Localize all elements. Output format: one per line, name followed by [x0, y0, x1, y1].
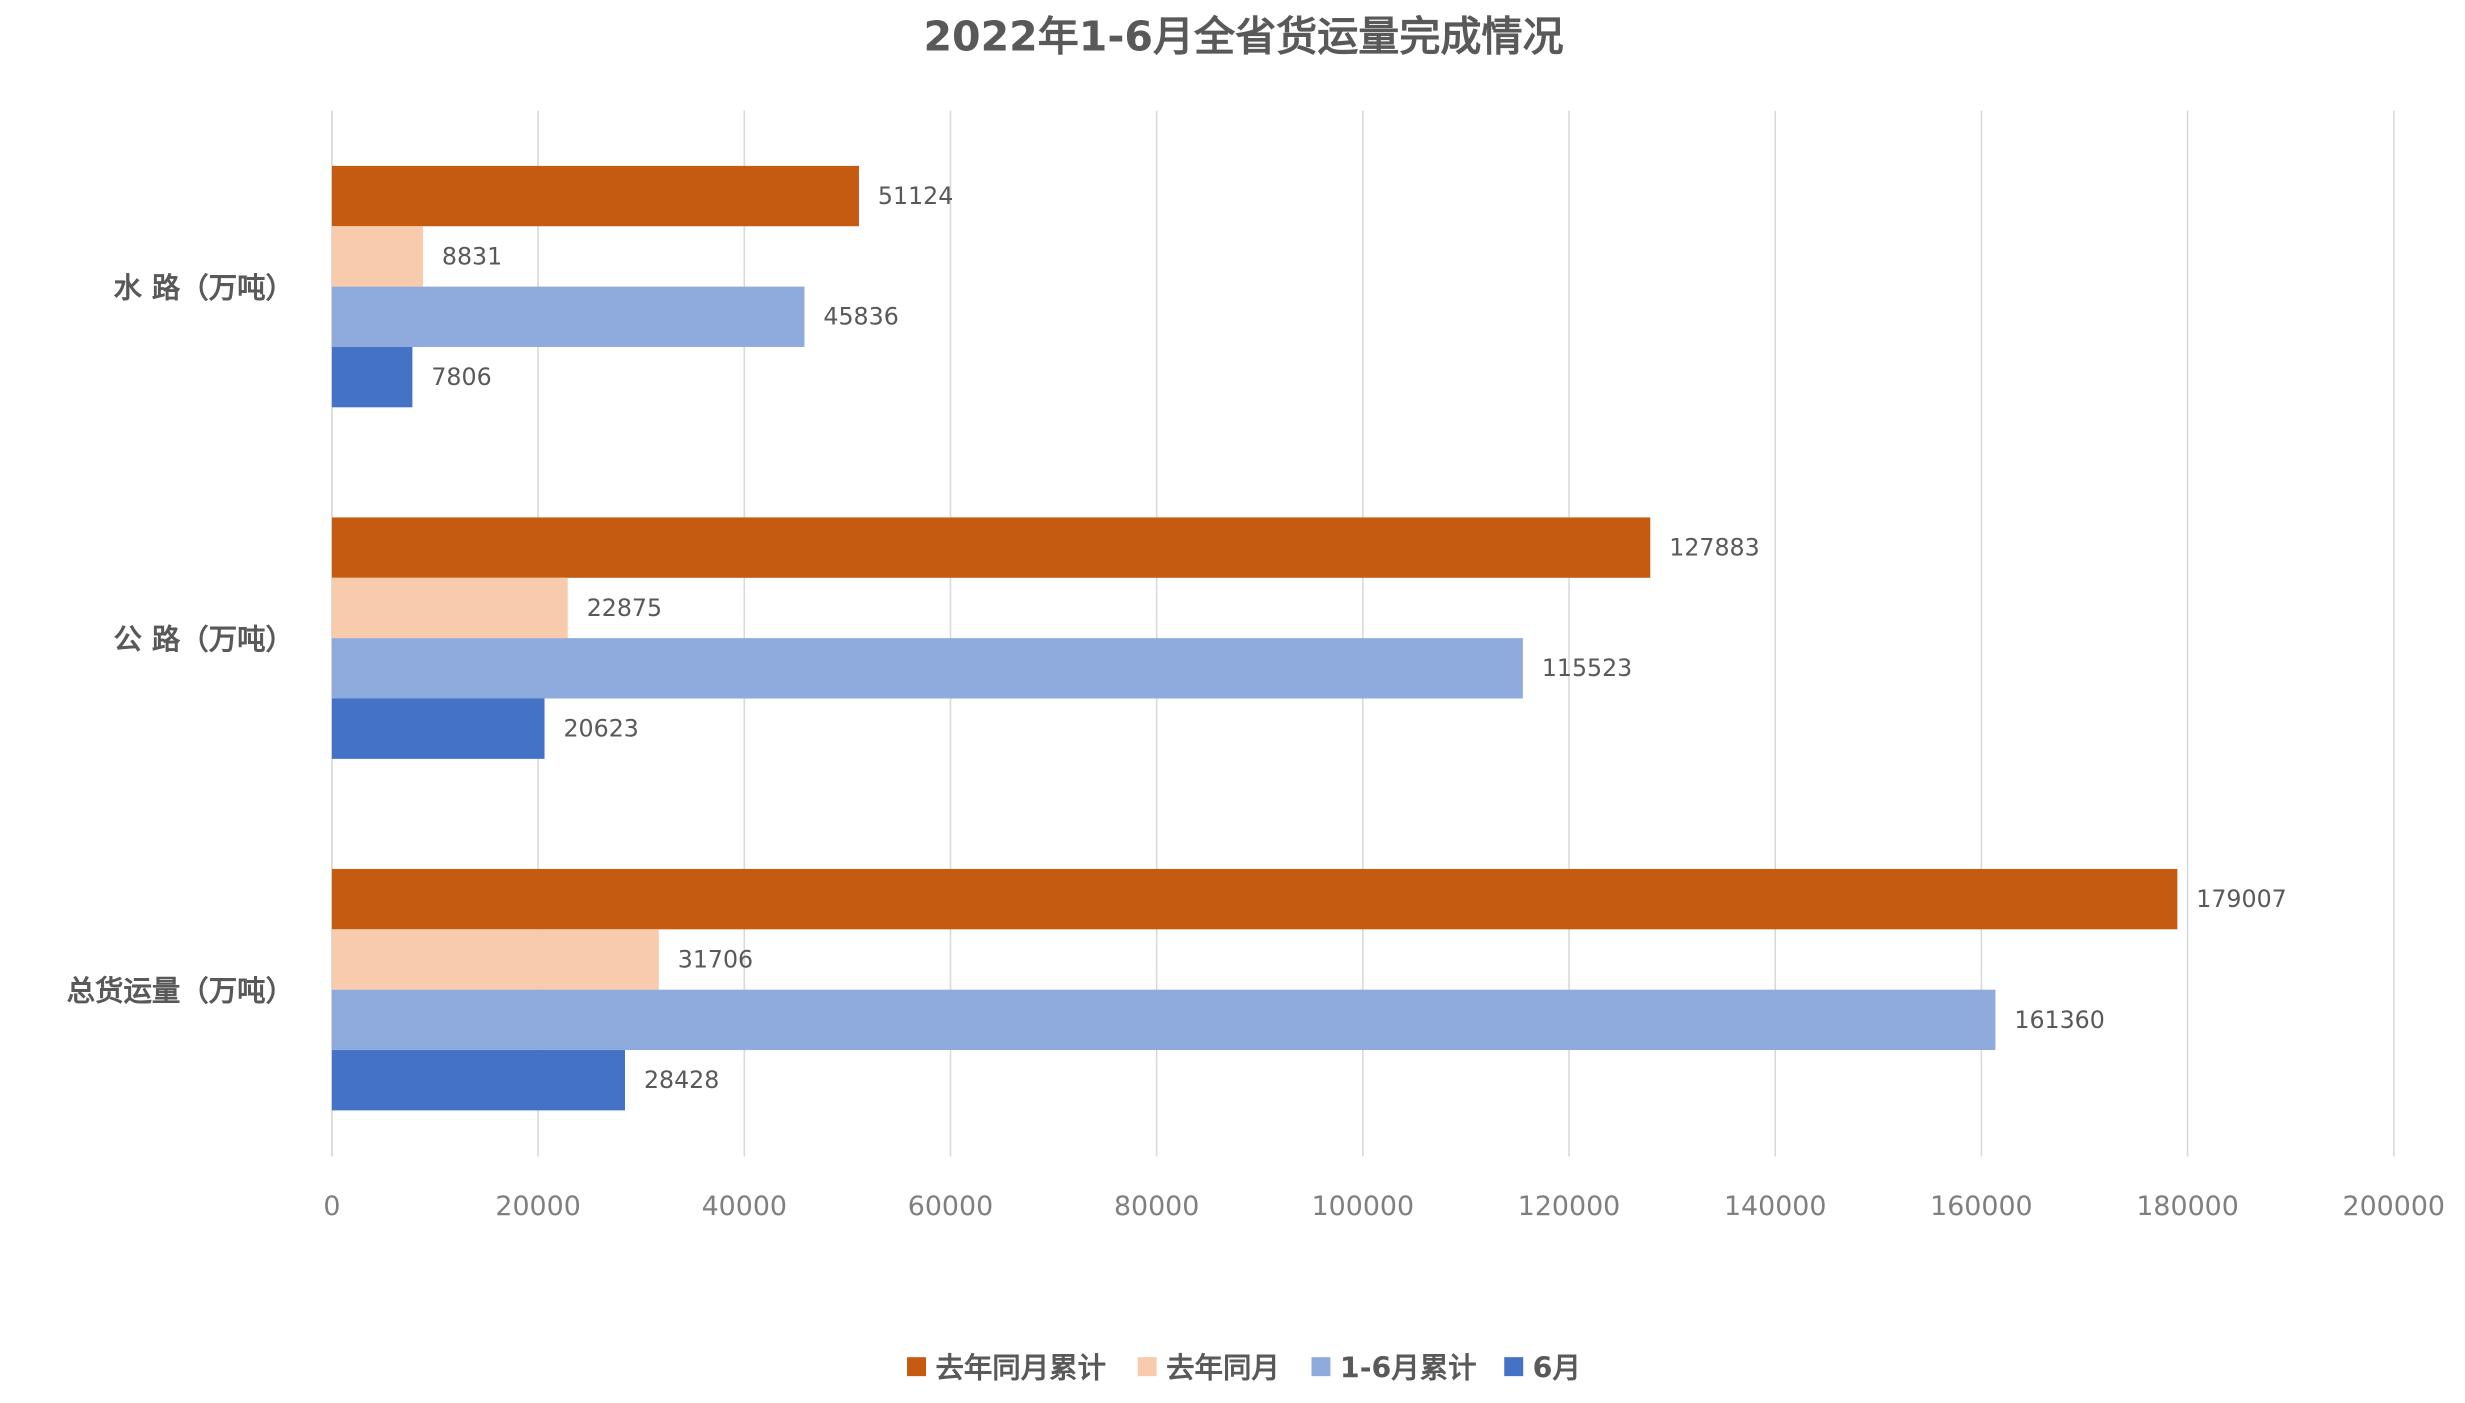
- x-tick-label: 120000: [1518, 1191, 1620, 1222]
- bar: [331, 638, 1523, 699]
- data-label: 22875: [587, 594, 662, 622]
- x-tick-label: 200000: [2343, 1191, 2445, 1222]
- data-label: 161360: [2014, 1006, 2104, 1034]
- data-label: 127883: [1669, 534, 1759, 562]
- data-label: 31706: [678, 945, 753, 973]
- bar: [331, 698, 545, 759]
- data-label: 45836: [823, 303, 898, 331]
- x-tick-label: 140000: [1724, 1191, 1826, 1222]
- data-label: 20623: [563, 715, 638, 743]
- bar: [331, 868, 2178, 930]
- legend-swatch: [1311, 1357, 1331, 1377]
- bar: [331, 577, 568, 639]
- x-tick-label: 160000: [1930, 1191, 2032, 1222]
- bar: [331, 286, 805, 347]
- data-label: 7806: [431, 363, 491, 391]
- x-tick-label: 180000: [2136, 1191, 2238, 1222]
- legend-label: 去年同月: [1166, 1352, 1280, 1385]
- legend-label: 去年同月累计: [935, 1352, 1106, 1385]
- bar: [331, 989, 1996, 1051]
- category-label: 水 路（万吨）: [114, 272, 294, 305]
- legend-swatch: [1504, 1357, 1524, 1377]
- data-label: 28428: [644, 1066, 719, 1094]
- x-tick-label: 60000: [908, 1191, 993, 1222]
- data-label: 8831: [442, 242, 502, 270]
- category-label: 总货运量（万吨）: [67, 975, 294, 1008]
- bar: [331, 165, 859, 227]
- bar: [331, 226, 423, 287]
- legend-swatch: [1137, 1357, 1157, 1377]
- bar: [331, 929, 659, 990]
- bar: [331, 1050, 625, 1111]
- x-tick-label: 0: [323, 1191, 340, 1222]
- data-label: 179007: [2196, 885, 2286, 913]
- x-tick-label: 80000: [1114, 1191, 1199, 1222]
- data-label: 51124: [878, 182, 953, 210]
- x-tick-label: 40000: [702, 1191, 787, 1222]
- category-label: 公 路（万吨）: [114, 623, 294, 656]
- bar: [331, 517, 1651, 578]
- x-tick-label: 100000: [1312, 1191, 1414, 1222]
- bar: [331, 346, 413, 408]
- data-label: 115523: [1542, 654, 1632, 682]
- x-tick-label: 20000: [495, 1191, 580, 1222]
- legend-label: 1-6月累计: [1340, 1352, 1477, 1385]
- legend-label: 6月: [1533, 1352, 1581, 1385]
- chart-title: 2022年1-6月全省货运量完成情况: [923, 13, 1563, 61]
- legend-swatch: [907, 1357, 926, 1377]
